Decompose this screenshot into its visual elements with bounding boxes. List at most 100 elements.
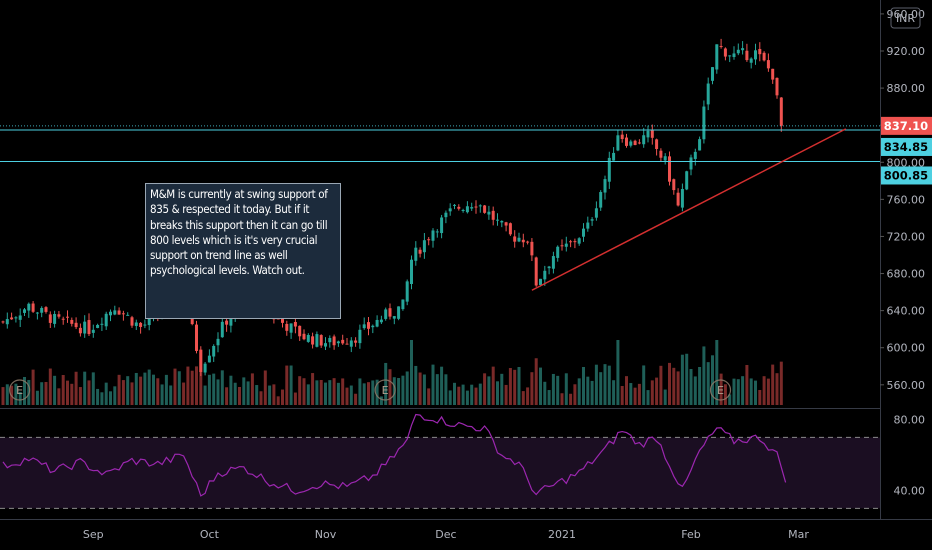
volume-bar	[298, 376, 302, 405]
candle-body	[534, 257, 538, 286]
time-tick-label: Mar	[788, 528, 809, 541]
currency-label: INR	[896, 12, 915, 25]
volume-bar	[285, 365, 289, 405]
volume-bar	[349, 385, 353, 405]
volume-bar	[693, 376, 697, 405]
candle-body	[435, 231, 439, 233]
volume-bar	[345, 387, 349, 405]
candle-body	[302, 333, 306, 340]
candle-body	[758, 48, 762, 55]
volume-bar	[775, 373, 779, 405]
candle-body	[556, 246, 560, 258]
candle-body	[23, 309, 26, 313]
volume-bar	[732, 378, 736, 405]
candle-body	[577, 238, 581, 244]
volume-bar	[44, 381, 48, 405]
volume-bar	[281, 389, 284, 405]
volume-bar	[246, 381, 250, 405]
volume-bar	[547, 390, 551, 405]
candle-body	[637, 142, 641, 144]
candle-body	[719, 46, 723, 48]
volume-bar	[319, 379, 323, 405]
volume-bar	[195, 366, 198, 405]
volume-bar	[526, 387, 530, 405]
volume-bar	[405, 371, 409, 405]
candle-body	[5, 319, 9, 325]
candle-body	[582, 228, 585, 237]
candle-body	[689, 157, 693, 170]
candle-body	[35, 312, 39, 314]
volume-bar	[573, 384, 577, 405]
volume-bar	[766, 378, 770, 405]
candle-body	[680, 189, 684, 208]
candle-body	[96, 324, 100, 328]
candle-body	[74, 322, 78, 328]
candle-body	[440, 217, 444, 234]
volume-bar	[534, 358, 538, 405]
candle-body	[513, 236, 517, 242]
volume-bar	[384, 362, 388, 405]
volume-bar	[14, 383, 18, 405]
volume-bar	[427, 388, 431, 405]
volume-bar	[676, 371, 680, 405]
candle-body	[83, 321, 87, 334]
candle-body	[31, 303, 35, 312]
candle-body	[693, 151, 697, 159]
volume-bar	[698, 367, 702, 405]
candle-body	[130, 317, 134, 326]
volume-bar	[66, 380, 69, 405]
volume-bar	[474, 387, 478, 405]
rsi-band	[0, 436, 880, 509]
candle-body	[207, 355, 211, 363]
earnings-mark-label: E	[16, 384, 23, 397]
candle-body	[311, 336, 315, 345]
level-tag-lower-text: 800.85	[884, 168, 928, 182]
volume-bar	[513, 369, 517, 405]
candle-body	[612, 152, 616, 161]
volume-bar	[685, 353, 689, 405]
volume-bar	[289, 365, 293, 405]
volume-bar	[306, 384, 310, 405]
candle-body	[345, 343, 349, 345]
drawings[interactable]	[0, 125, 880, 291]
volume-bar	[328, 380, 332, 405]
candle-body	[371, 325, 375, 328]
volume-bar	[397, 377, 401, 405]
candle-body	[706, 83, 710, 105]
axes: 960.00920.00880.00840.00800.00760.00720.…	[83, 8, 925, 541]
candle-body	[629, 141, 633, 146]
candle-body	[474, 206, 478, 208]
candle-body	[388, 308, 392, 317]
candle-body	[779, 97, 783, 126]
candle-body	[663, 156, 667, 161]
volume-bar	[668, 362, 671, 405]
volume-bar	[87, 380, 91, 405]
volume-bar	[625, 376, 628, 405]
volume-bar	[225, 387, 229, 405]
candle-body	[470, 207, 474, 209]
candle-body	[70, 319, 74, 324]
volume-bar	[633, 387, 637, 405]
volume-bar	[104, 382, 108, 405]
grid	[0, 0, 932, 520]
volume-bar	[414, 365, 418, 405]
volume-bar	[465, 390, 469, 405]
candle-body	[199, 349, 203, 372]
candle-body	[293, 321, 297, 327]
candle-body	[57, 314, 61, 317]
volume-bar	[655, 377, 659, 405]
volume-bar	[182, 382, 186, 405]
candle-body	[104, 313, 108, 327]
annotation-note[interactable]: M&M is currently at swing support of 835…	[145, 183, 341, 319]
candle-body	[655, 139, 659, 150]
volume-bar	[367, 382, 370, 405]
rsi-tick-label: 80.00	[894, 414, 926, 427]
candle-body	[1, 321, 5, 323]
volume-bar	[57, 388, 61, 405]
volume-bar	[599, 372, 603, 405]
volume-bar	[216, 379, 220, 405]
candle-body	[225, 320, 229, 325]
price-tick-label: 720.00	[887, 230, 926, 243]
